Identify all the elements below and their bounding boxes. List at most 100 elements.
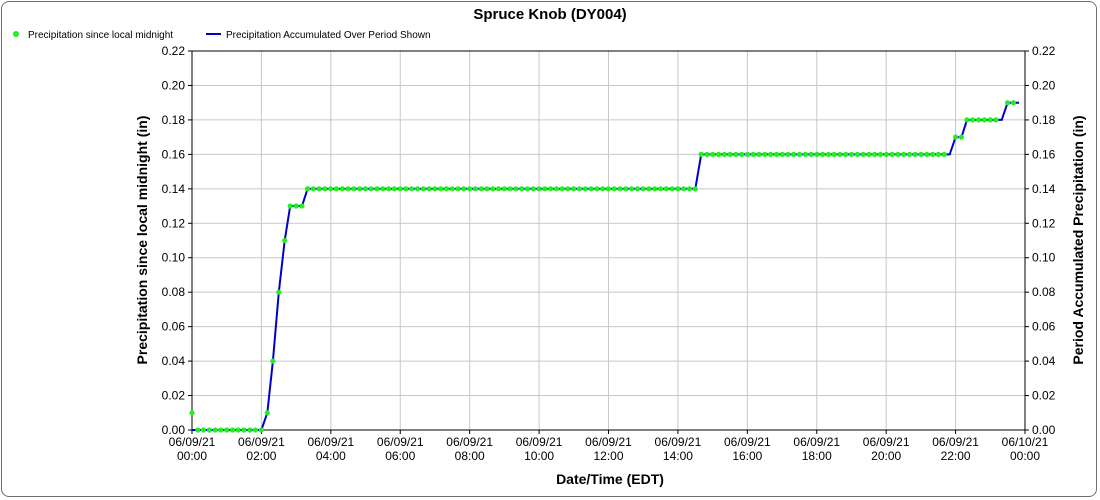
y-tick-label-left: 0.20 xyxy=(162,78,186,92)
data-point xyxy=(553,186,560,192)
data-point xyxy=(652,186,658,192)
data-point xyxy=(287,203,293,209)
y-tick-label-right: 0.00 xyxy=(1032,423,1056,437)
x-axis-title: Date/Time (EDT) xyxy=(556,471,664,487)
data-point xyxy=(426,186,432,192)
data-point xyxy=(802,151,808,157)
data-point xyxy=(953,134,959,140)
data-point xyxy=(785,151,791,157)
data-point xyxy=(513,186,519,192)
axes xyxy=(188,50,1029,434)
x-tick-label-date: 06/09/21 xyxy=(793,435,840,449)
x-tick-label-time: 06:00 xyxy=(385,449,415,463)
data-point xyxy=(710,151,716,157)
y-tick-label-right: 0.16 xyxy=(1032,147,1056,161)
data-point xyxy=(282,237,288,244)
x-tick-label-date: 06/09/21 xyxy=(863,435,910,449)
y-axis-left-title: Precipitation since local midnight (in) xyxy=(134,116,150,365)
data-point xyxy=(634,186,641,192)
y-tick-label-left: 0.22 xyxy=(162,44,186,58)
data-point xyxy=(941,151,947,157)
y-tick-label-left: 0.00 xyxy=(162,423,186,437)
data-point xyxy=(438,186,444,192)
data-point xyxy=(357,186,363,192)
data-point xyxy=(825,151,832,157)
y-tick-label-left: 0.02 xyxy=(162,389,186,403)
data-point xyxy=(519,186,525,192)
data-point xyxy=(582,186,588,192)
data-point xyxy=(328,186,334,192)
x-tick-label-date: 06/09/21 xyxy=(446,435,493,449)
data-point xyxy=(895,151,901,157)
data-point xyxy=(629,186,635,192)
data-point xyxy=(704,151,710,157)
data-point xyxy=(1010,100,1017,106)
y-tick-label-right: 0.08 xyxy=(1032,285,1056,299)
x-tick-label-date: 06/09/21 xyxy=(307,435,354,449)
y-tick-label-right: 0.20 xyxy=(1032,78,1056,92)
data-point xyxy=(530,186,536,192)
data-point xyxy=(501,186,507,192)
data-point xyxy=(906,151,913,157)
y-tick-label-right: 0.18 xyxy=(1032,113,1056,127)
data-point xyxy=(657,186,664,192)
data-point xyxy=(970,117,976,123)
data-point xyxy=(380,186,386,192)
y-tick-label-left: 0.06 xyxy=(162,320,186,334)
x-tick-label-time: 10:00 xyxy=(524,449,554,463)
data-point xyxy=(773,151,780,157)
y-tick-label-right: 0.10 xyxy=(1032,251,1056,265)
x-axis-ticks: 06/09/2100:0006/09/2102:0006/09/2104:000… xyxy=(169,435,1049,463)
data-point xyxy=(866,151,872,157)
x-tick-label-date: 06/09/21 xyxy=(238,435,285,449)
data-point xyxy=(293,203,299,209)
x-tick-label-time: 16:00 xyxy=(732,449,762,463)
x-tick-label-date: 06/09/21 xyxy=(516,435,563,449)
data-point xyxy=(675,186,681,192)
data-point xyxy=(814,151,820,157)
x-tick-label-time: 18:00 xyxy=(802,449,832,463)
data-point xyxy=(264,410,270,416)
data-point xyxy=(403,186,409,192)
chart-title: Spruce Knob (DY004) xyxy=(473,6,626,23)
data-point xyxy=(750,151,756,157)
data-point xyxy=(605,186,612,192)
legend-marker-precip-midnight xyxy=(13,31,19,37)
data-point xyxy=(310,186,316,192)
data-point xyxy=(796,151,803,157)
x-tick-label-time: 00:00 xyxy=(1010,449,1040,463)
data-point xyxy=(467,186,473,192)
data-point xyxy=(686,186,693,192)
x-tick-label-time: 04:00 xyxy=(316,449,346,463)
x-tick-label-date: 06/09/21 xyxy=(169,435,216,449)
x-tick-label-time: 08:00 xyxy=(455,449,485,463)
x-tick-label-time: 12:00 xyxy=(593,449,623,463)
x-tick-label-time: 22:00 xyxy=(941,449,971,463)
data-point xyxy=(345,186,351,192)
y-axis-right-ticks: 0.00 0.02 0.04 0.06 0.08 0.10 0.12 0.14 0.16 0.18… xyxy=(1032,44,1056,437)
data-point xyxy=(721,151,727,157)
data-point xyxy=(808,151,814,157)
data-point xyxy=(698,151,704,157)
y-tick-label-left: 0.16 xyxy=(162,147,186,161)
y-tick-label-right: 0.12 xyxy=(1032,216,1056,230)
data-point xyxy=(414,186,421,192)
data-point xyxy=(976,117,982,123)
data-point xyxy=(305,186,311,192)
data-point xyxy=(611,186,617,192)
y-tick-label-left: 0.04 xyxy=(162,354,186,368)
data-point xyxy=(692,186,698,192)
data-point xyxy=(316,186,322,192)
data-point xyxy=(987,117,993,123)
data-point xyxy=(507,186,513,192)
series-line-accumulated xyxy=(192,101,1020,431)
data-point xyxy=(397,186,403,192)
data-point xyxy=(524,186,531,192)
y-axis-right-title: Period Accumulated Precipitation (in) xyxy=(1070,115,1086,364)
data-point xyxy=(247,427,253,433)
x-tick-label-date: 06/10/21 xyxy=(1002,435,1049,449)
plot-area-border xyxy=(191,50,1026,431)
data-point xyxy=(576,186,583,192)
data-point xyxy=(559,186,565,192)
